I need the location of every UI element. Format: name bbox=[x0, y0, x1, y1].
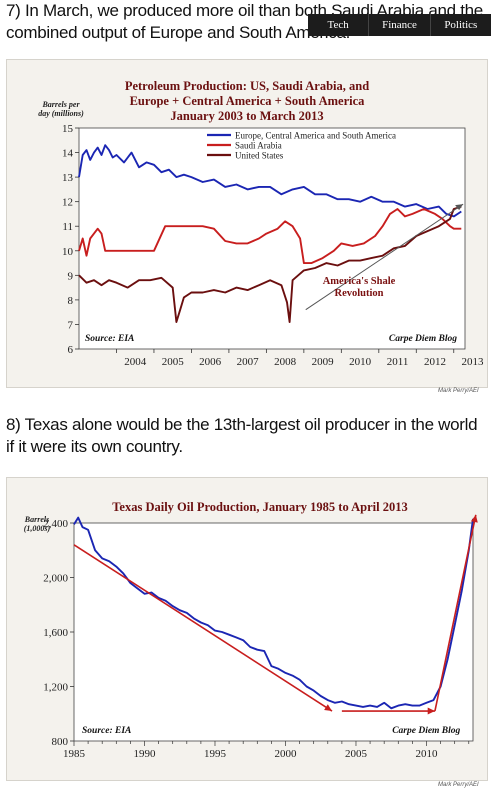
chart1-legend-label: United States bbox=[235, 151, 284, 161]
chart1-xtick-label: 2011 bbox=[387, 356, 409, 368]
chart2-ylabel: (1,000s) bbox=[24, 524, 51, 533]
chart2-credit: Mark Perry/AEI bbox=[438, 782, 479, 788]
chart1-ylabel: Barrels per bbox=[41, 100, 80, 109]
chart2-ytick-label: 800 bbox=[52, 736, 69, 748]
petroleum-chart: Petroleum Production: US, Saudi Arabia, … bbox=[38, 79, 484, 368]
chart1-xtick-label: 2008 bbox=[274, 356, 297, 368]
chart1-annotation: Revolution bbox=[334, 288, 383, 299]
nav-tab-finance[interactable]: Finance bbox=[369, 14, 431, 36]
chart2-plot-area bbox=[73, 522, 474, 742]
chart2-xtick-label: 2000 bbox=[274, 748, 297, 760]
chart1-trend-arrowhead bbox=[455, 204, 464, 211]
chart2-rise-arrow-head bbox=[470, 514, 478, 523]
chart2-xtick-label: 2005 bbox=[345, 748, 368, 760]
chart1-xtick-label: 2012 bbox=[424, 356, 446, 368]
chart1-series-line-0 bbox=[78, 144, 462, 218]
chart2-decline-arrow-head bbox=[324, 704, 333, 712]
chart2-xtick-label: 1985 bbox=[63, 748, 86, 760]
chart2-blog: Carpe Diem Blog bbox=[392, 726, 460, 736]
chart1-xtick-label: 2006 bbox=[199, 356, 222, 368]
chart2-rise-arrow bbox=[434, 514, 477, 712]
chart2-ytick-label: 1,600 bbox=[43, 627, 68, 639]
chart-panel-texas: Texas Daily Oil Production, January 1985… bbox=[6, 477, 488, 781]
heading-item-8: 8) Texas alone would be the 13th-largest… bbox=[6, 415, 478, 456]
chart1-ytick-label: 11 bbox=[62, 221, 73, 233]
chart2-flat-arrow-head bbox=[427, 707, 435, 715]
chart2-title: Texas Daily Oil Production, January 1985… bbox=[112, 500, 408, 514]
chart1-xtick-label: 2009 bbox=[312, 356, 335, 368]
chart1-series-line-2 bbox=[78, 205, 462, 323]
chart1-series-line-1 bbox=[78, 208, 462, 265]
chart1-legend-label: Europe, Central America and South Americ… bbox=[235, 131, 396, 141]
chart2-xtick-label: 1990 bbox=[133, 748, 156, 760]
nav-tab-tech[interactable]: Tech bbox=[308, 14, 370, 36]
chart2-ytick-label: 2,000 bbox=[43, 573, 68, 585]
chart1-ytick-label: 10 bbox=[62, 246, 74, 258]
chart1-xtick-label: 2007 bbox=[237, 356, 260, 368]
chart1-legend-label: Saudi Arabia bbox=[235, 141, 282, 151]
chart1-source: Source: EIA bbox=[85, 334, 134, 344]
chart1-ylabel: day (millions) bbox=[38, 109, 84, 118]
chart1-title-line: Petroleum Production: US, Saudi Arabia, … bbox=[125, 79, 369, 93]
top-nav: Tech Finance Politics bbox=[308, 14, 491, 36]
chart2-xtick-label: 2010 bbox=[415, 748, 438, 760]
chart1-ytick-label: 13 bbox=[62, 172, 74, 184]
texas-chart: Texas Daily Oil Production, January 1985… bbox=[24, 500, 478, 760]
chart2-decline-arrow bbox=[73, 544, 333, 712]
chart1-ytick-label: 7 bbox=[68, 319, 74, 331]
chart1-xtick-label: 2013 bbox=[461, 356, 484, 368]
chart-panel-petroleum: Petroleum Production: US, Saudi Arabia, … bbox=[6, 59, 488, 388]
chart1-xtick-label: 2004 bbox=[124, 356, 147, 368]
chart2-series-line-0 bbox=[73, 516, 474, 710]
chart2-xtick-label: 1995 bbox=[204, 748, 227, 760]
chart1-ytick-label: 15 bbox=[62, 123, 74, 135]
chart1-annotation: America's Shale bbox=[323, 276, 396, 287]
chart2-ytick-label: 1,200 bbox=[43, 682, 68, 694]
chart1-blog: Carpe Diem Blog bbox=[389, 334, 457, 344]
chart1-title-line: Europe + Central America + South America bbox=[130, 94, 366, 108]
chart1-ytick-label: 12 bbox=[62, 197, 73, 209]
chart1-title-line: January 2003 to March 2013 bbox=[170, 109, 323, 123]
chart1-ytick-label: 6 bbox=[68, 344, 74, 356]
chart1-trend-arrow bbox=[305, 203, 464, 311]
chart1-xtick-label: 2005 bbox=[162, 356, 185, 368]
nav-tab-politics[interactable]: Politics bbox=[444, 19, 478, 31]
chart1-ytick-label: 14 bbox=[62, 148, 74, 160]
chart1-ytick-label: 9 bbox=[68, 270, 74, 282]
chart2-source: Source: EIA bbox=[82, 726, 131, 736]
chart2-ylabel: Barrels bbox=[24, 515, 49, 524]
chart1-credit: Mark Perry/AEI bbox=[438, 388, 479, 394]
chart1-ytick-label: 8 bbox=[68, 295, 74, 307]
chart2-ytick-label: 2,400 bbox=[43, 518, 68, 530]
chart1-xtick-label: 2010 bbox=[349, 356, 372, 368]
